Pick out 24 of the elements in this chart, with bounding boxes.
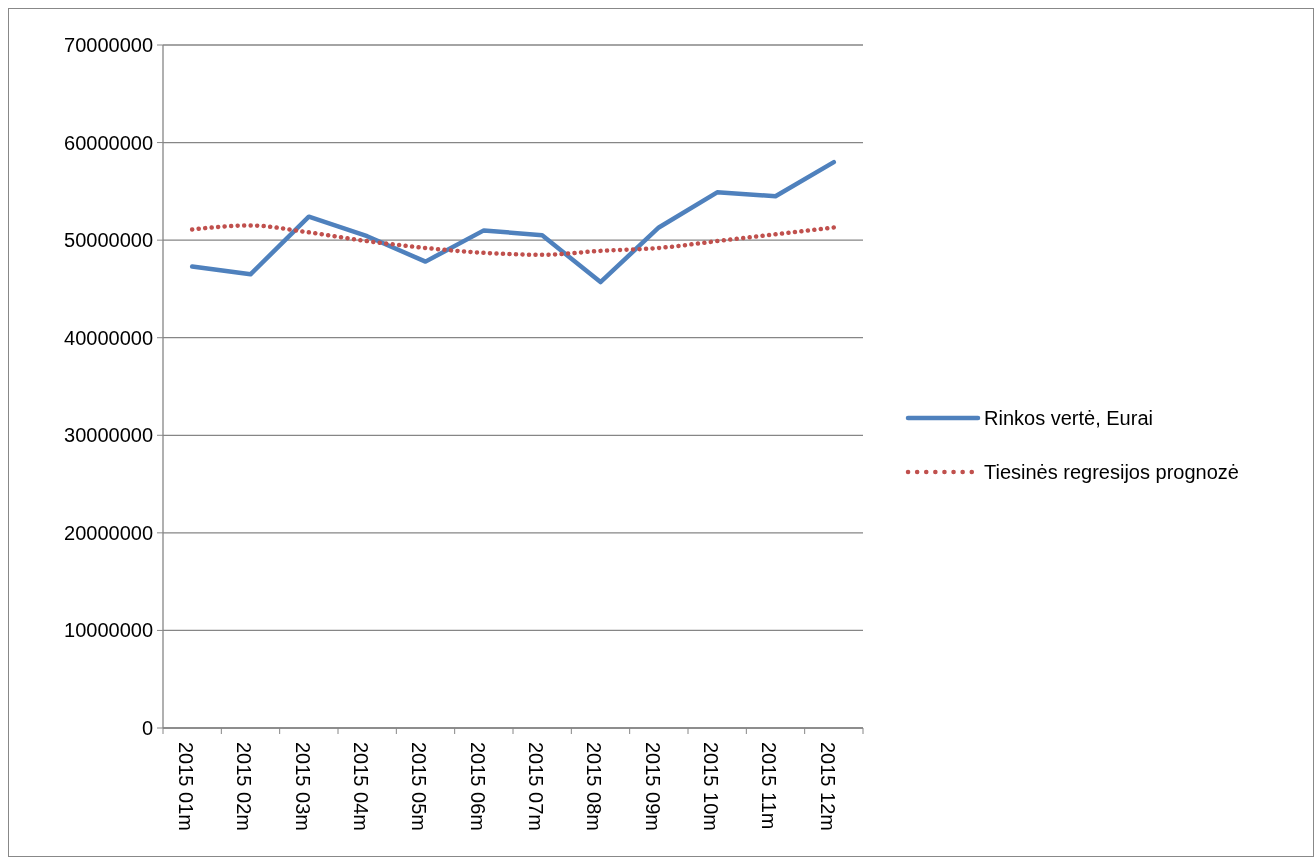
legend-label: Tiesinės regresijos prognozė [984, 461, 1239, 483]
line-series [189, 223, 837, 258]
x-tick-label: 2015 04m [349, 742, 372, 831]
x-tick-label: 2015 02m [233, 742, 256, 831]
legend-label: Rinkos vertė, Eurai [984, 407, 1153, 429]
y-tick-label: 40000000 [64, 326, 153, 349]
x-tick-label: 2015 05m [408, 742, 431, 831]
y-tick-label: 30000000 [64, 424, 153, 447]
x-tick-label: 2015 03m [291, 742, 314, 831]
x-tick-label: 2015 10m [699, 742, 722, 831]
y-tick-label: 10000000 [64, 619, 153, 642]
y-tick-label: 20000000 [64, 521, 153, 544]
y-tick-label: 60000000 [64, 131, 153, 154]
x-tick-label: 2015 01m [174, 742, 197, 831]
x-tick-label: 2015 06m [466, 742, 489, 831]
y-tick-label: 50000000 [64, 229, 153, 252]
y-tick-label: 70000000 [64, 34, 153, 56]
x-tick-label: 2015 08m [583, 742, 606, 831]
x-tick-label: 2015 07m [524, 742, 547, 831]
x-tick-label: 2015 12m [816, 742, 839, 831]
line-series [189, 159, 837, 285]
x-tick-label: 2015 09m [641, 742, 664, 831]
y-tick-label: 0 [141, 717, 153, 739]
x-tick-label: 2015 11m [758, 742, 781, 830]
